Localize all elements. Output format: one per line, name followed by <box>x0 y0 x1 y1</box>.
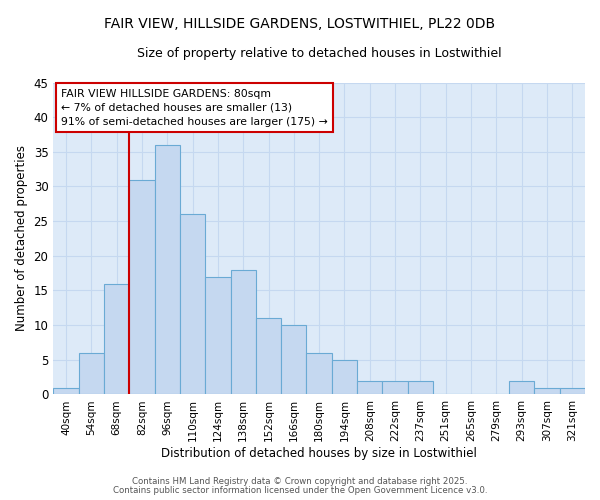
Bar <box>180 214 205 394</box>
Text: FAIR VIEW, HILLSIDE GARDENS, LOSTWITHIEL, PL22 0DB: FAIR VIEW, HILLSIDE GARDENS, LOSTWITHIEL… <box>104 18 496 32</box>
Bar <box>357 380 382 394</box>
Bar <box>509 380 535 394</box>
Text: FAIR VIEW HILLSIDE GARDENS: 80sqm
← 7% of detached houses are smaller (13)
91% o: FAIR VIEW HILLSIDE GARDENS: 80sqm ← 7% o… <box>61 88 328 126</box>
Text: Contains HM Land Registry data © Crown copyright and database right 2025.: Contains HM Land Registry data © Crown c… <box>132 477 468 486</box>
Bar <box>230 270 256 394</box>
Bar <box>307 353 332 395</box>
Bar <box>53 388 79 394</box>
Bar <box>560 388 585 394</box>
Bar <box>155 145 180 394</box>
Bar <box>256 318 281 394</box>
Bar <box>104 284 129 395</box>
Title: Size of property relative to detached houses in Lostwithiel: Size of property relative to detached ho… <box>137 48 502 60</box>
Bar <box>129 180 155 394</box>
Bar <box>332 360 357 394</box>
Y-axis label: Number of detached properties: Number of detached properties <box>15 146 28 332</box>
Bar <box>205 276 230 394</box>
Bar <box>408 380 433 394</box>
Bar <box>382 380 408 394</box>
Bar <box>281 325 307 394</box>
Bar <box>79 353 104 395</box>
X-axis label: Distribution of detached houses by size in Lostwithiel: Distribution of detached houses by size … <box>161 447 477 460</box>
Bar <box>535 388 560 394</box>
Text: Contains public sector information licensed under the Open Government Licence v3: Contains public sector information licen… <box>113 486 487 495</box>
